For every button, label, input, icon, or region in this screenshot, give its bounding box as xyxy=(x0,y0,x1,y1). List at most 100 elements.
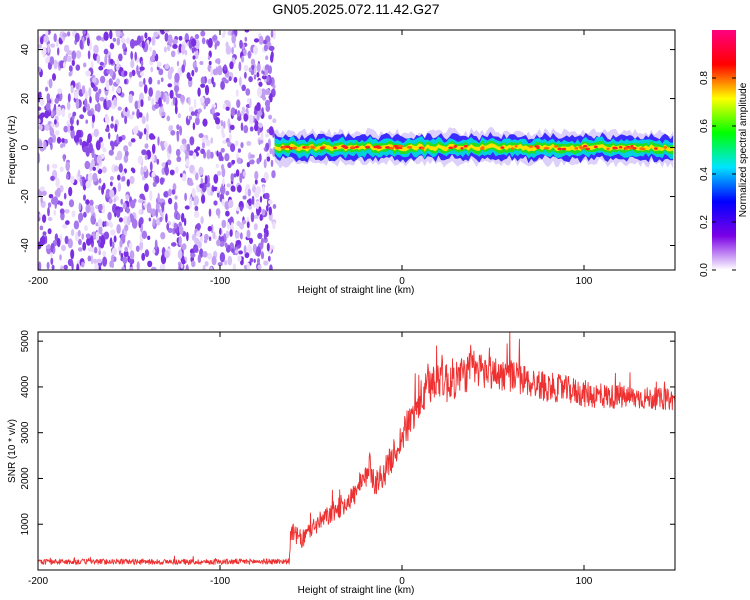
spectrogram-peak-mark xyxy=(460,147,464,150)
spectrogram-noise-mark xyxy=(76,263,80,270)
spectrogram-noise-mark xyxy=(181,212,185,223)
spectrogram-noise-mark xyxy=(85,180,91,189)
spectrogram-noise-mark xyxy=(244,36,248,42)
spectrogram-noise-mark xyxy=(168,144,172,154)
spectrogram-noise-mark xyxy=(180,173,183,178)
snr-y-ticks: 5000 4000 3000 2000 1000 xyxy=(20,330,675,535)
spectrogram-noise-mark xyxy=(148,217,151,222)
spectrogram-noise-mark xyxy=(221,164,225,171)
spectrogram-noise-mark xyxy=(116,224,121,234)
spectrogram-noise-mark xyxy=(83,146,88,153)
spectrogram-noise-mark xyxy=(123,250,129,258)
spectrogram-noise-mark xyxy=(141,252,146,261)
spectrogram-noise-mark xyxy=(73,220,80,230)
spectrogram-noise-mark xyxy=(207,78,213,84)
spectrogram-noise-mark xyxy=(260,239,264,250)
spectrogram-noise-mark xyxy=(116,133,119,144)
spectrogram-noise-mark xyxy=(53,33,57,43)
spectrogram-noise-mark xyxy=(239,172,243,184)
spectrogram-noise-mark xyxy=(208,236,212,241)
spectrogram-noise-mark xyxy=(153,245,160,256)
spectrogram-noise-mark xyxy=(157,192,160,203)
spectrogram-noise-mark xyxy=(167,70,173,80)
spectrogram-noise-mark xyxy=(110,176,114,181)
spectrogram-noise-mark xyxy=(114,123,118,133)
spectrogram-noise-mark xyxy=(201,141,206,149)
spectrogram-noise-mark xyxy=(231,34,236,44)
spectrogram-noise-mark xyxy=(104,116,110,124)
spectrogram-noise-mark xyxy=(38,43,42,49)
spectrogram-noise-mark xyxy=(117,174,121,181)
spectrogram-noise-mark xyxy=(39,96,45,106)
spectrogram-noise-mark xyxy=(235,249,239,254)
spectrogram-noise-mark xyxy=(219,185,226,195)
spectrogram-peak-mark xyxy=(510,147,515,150)
spectrogram-noise-mark xyxy=(103,31,109,41)
spectrogram-peak-mark xyxy=(282,146,286,150)
snr-frame xyxy=(37,331,676,571)
spectrogram-noise-mark xyxy=(41,235,46,246)
spectrogram-noise-mark xyxy=(67,258,74,267)
spectrogram-y-tick-label: 20 xyxy=(20,93,31,105)
spectrogram-noise-mark xyxy=(126,206,130,214)
spectrogram-noise-mark xyxy=(79,114,84,120)
spectrogram-noise-mark xyxy=(237,148,241,153)
spectrogram-noise-mark xyxy=(257,232,263,240)
spectrogram-noise-mark xyxy=(185,158,190,167)
spectrogram-noise-mark xyxy=(190,252,196,258)
spectrogram-noise-mark xyxy=(178,35,183,41)
spectrogram-noise-mark xyxy=(56,187,61,198)
spectrogram-noise-mark xyxy=(143,128,147,135)
spectrogram-noise-mark xyxy=(231,248,235,253)
spectrogram-noise-mark xyxy=(223,260,228,266)
spectrogram-noise-mark xyxy=(242,219,246,224)
spectrogram-noise-mark xyxy=(139,240,144,251)
spectrogram-noise-mark xyxy=(44,124,50,131)
spectrogram-noise-mark xyxy=(156,91,162,97)
spectrogram-noise-mark xyxy=(244,71,247,79)
spectrogram-noise-mark xyxy=(264,133,269,138)
spectrogram-noise-mark xyxy=(39,225,44,231)
spectrogram-noise-mark xyxy=(170,50,176,58)
spectrogram-noise-mark xyxy=(202,251,208,258)
spectrogram-noise-mark xyxy=(56,136,62,144)
spectrogram-noise-mark xyxy=(194,205,199,212)
spectrogram-noise-mark xyxy=(246,229,251,239)
spectrogram-noise-mark xyxy=(111,241,115,248)
spectrogram-noise-mark xyxy=(98,178,102,184)
spectrogram-noise-mark xyxy=(60,265,64,270)
spectrogram-noise-mark xyxy=(268,206,272,216)
spectrogram-noise-mark xyxy=(108,132,111,140)
spectrogram-noise-mark xyxy=(130,51,134,60)
spectrogram-peak-mark xyxy=(554,145,559,148)
spectrogram-noise-mark xyxy=(108,149,114,156)
spectrogram-noise-mark xyxy=(122,43,127,50)
spectrogram-noise-mark xyxy=(96,155,103,165)
spectrogram-noise-mark xyxy=(66,101,71,111)
spectrogram-noise-mark xyxy=(129,71,133,78)
spectrogram-noise-mark xyxy=(96,258,102,264)
spectrogram-peak-mark xyxy=(354,145,359,149)
spectrogram-noise-mark xyxy=(184,192,188,202)
spectrogram-noise-mark xyxy=(138,132,143,140)
spectrogram-noise-mark xyxy=(42,231,47,236)
spectrogram-noise-mark xyxy=(38,153,41,163)
spectrogram-noise-mark xyxy=(227,162,232,169)
spectrogram-noise-mark xyxy=(233,76,238,83)
spectrogram-y-ticks: 40 20 0 -20 -40 xyxy=(20,44,675,253)
spectrogram-noise-mark xyxy=(140,60,144,67)
spectrogram-noise-mark xyxy=(151,171,156,178)
spectrogram-noise-mark xyxy=(87,110,93,117)
spectrogram-noise-mark xyxy=(110,229,116,236)
spectrogram-noise-mark xyxy=(165,213,168,223)
spectrogram-noise-mark xyxy=(245,88,251,96)
spectrogram-noise-mark xyxy=(150,266,157,270)
spectrogram-noise-mark xyxy=(170,130,176,136)
spectrogram-noise-mark xyxy=(208,60,212,66)
spectrogram-noise-mark xyxy=(111,141,115,151)
spectrogram-noise-mark xyxy=(65,174,69,180)
spectrogram-noise-mark xyxy=(84,98,88,109)
spectrogram-noise-mark xyxy=(143,84,148,94)
spectrogram-noise-mark xyxy=(181,64,185,73)
spectrogram-peak-mark xyxy=(574,147,579,150)
